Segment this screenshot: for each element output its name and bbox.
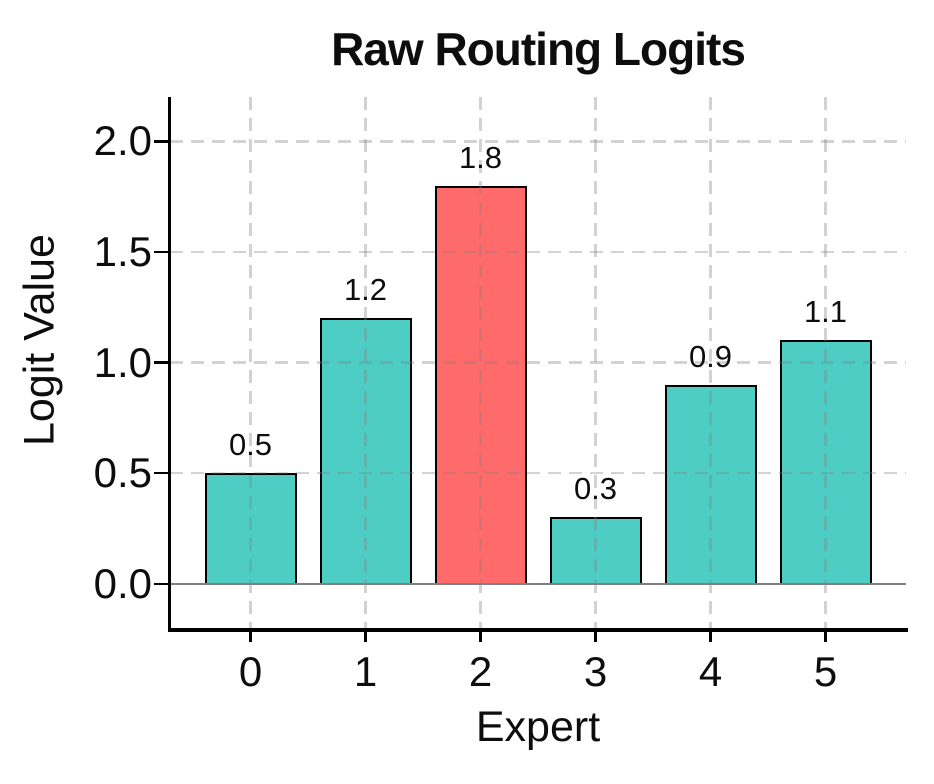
chart-title: Raw Routing Logits — [331, 23, 746, 75]
y-tick-label: 0.5 — [93, 449, 152, 497]
x-tick-label: 2 — [468, 648, 493, 695]
x-tick-label: 5 — [813, 648, 838, 695]
gridline-horizontal — [170, 471, 906, 475]
bar-value-label: 0.5 — [228, 427, 273, 463]
bar — [204, 473, 297, 584]
y-tick-label: 1.5 — [93, 227, 152, 275]
bar-value-label: 1.2 — [343, 272, 388, 308]
x-tick-label: 0 — [238, 648, 263, 695]
x-tick-label: 1 — [353, 648, 378, 695]
gridline-vertical — [479, 97, 482, 628]
gridline-vertical — [249, 97, 252, 628]
zero-line — [170, 582, 906, 585]
bar-value-label: 1.8 — [458, 139, 503, 175]
gridline-vertical — [709, 97, 712, 628]
gridline-vertical — [824, 97, 827, 628]
bar — [779, 340, 872, 584]
x-tick-mark — [479, 628, 482, 642]
y-tick-mark — [154, 250, 168, 254]
x-axis-label: Expert — [475, 703, 601, 751]
y-tick-label: 0.0 — [93, 559, 152, 607]
bar-value-label: 1.1 — [803, 294, 848, 330]
y-axis-spine — [168, 97, 171, 631]
bar-value-label: 0.9 — [688, 338, 733, 374]
bar — [664, 384, 757, 584]
bar — [434, 185, 527, 584]
gridline-horizontal — [170, 361, 906, 364]
x-tick-mark — [594, 628, 597, 642]
y-tick-mark — [154, 140, 168, 143]
x-tick-mark — [364, 628, 367, 642]
gridline-vertical — [594, 97, 597, 628]
x-axis-spine — [168, 628, 908, 632]
x-tick-mark — [824, 628, 827, 642]
bar-value-label: 0.3 — [573, 471, 618, 507]
bar — [319, 318, 412, 584]
y-tick-mark — [154, 471, 168, 475]
x-tick-label: 3 — [583, 648, 608, 695]
gridline-vertical — [364, 97, 367, 628]
x-tick-mark — [709, 628, 712, 642]
y-tick-label: 2.0 — [93, 117, 152, 165]
y-tick-label: 1.0 — [93, 338, 152, 386]
bar — [549, 517, 642, 584]
y-tick-mark — [154, 361, 168, 364]
x-tick-label: 4 — [698, 648, 723, 695]
gridline-horizontal — [170, 250, 906, 254]
y-tick-mark — [154, 582, 168, 585]
gridline-horizontal — [170, 140, 906, 143]
x-tick-mark — [249, 628, 252, 642]
